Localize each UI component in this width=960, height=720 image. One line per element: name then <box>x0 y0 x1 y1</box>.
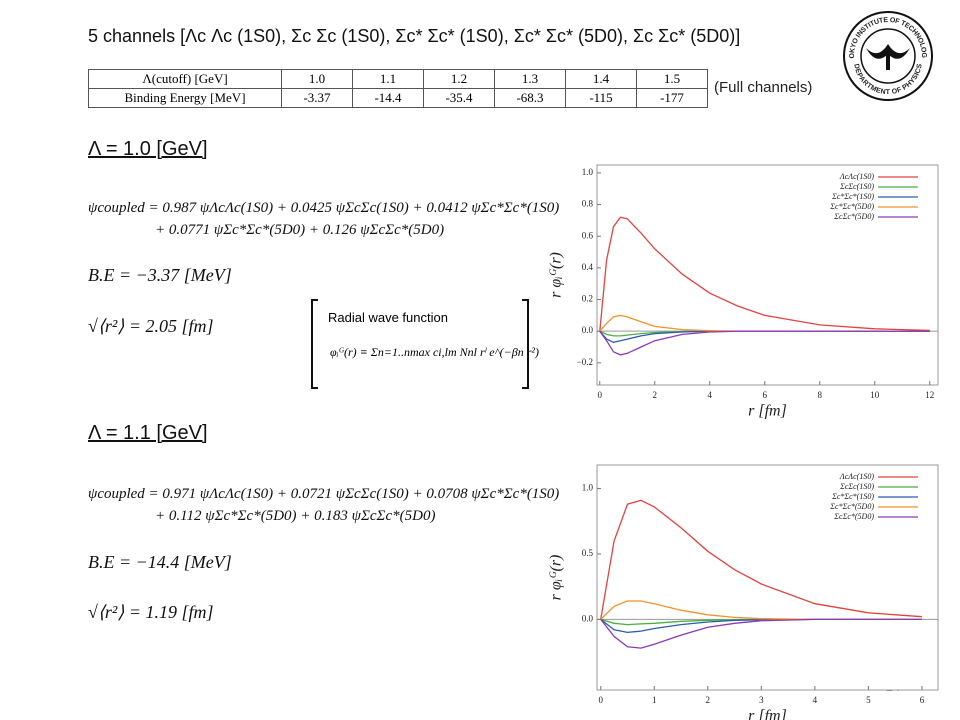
section-heading: Λ = 1.1 [GeV] <box>88 422 208 444</box>
series-line <box>599 216 930 332</box>
note: (Full channels) <box>714 79 813 96</box>
y-tick-label: 0.0 <box>582 613 594 623</box>
x-tick-label: 12 <box>925 390 934 400</box>
y-tick-label: 0.6 <box>582 230 594 240</box>
x-axis-label: r [fm] <box>748 708 787 720</box>
plot-frame <box>596 464 939 691</box>
cell: 1.4 <box>565 69 637 89</box>
cell: 1.0 <box>281 69 353 89</box>
logo-text: TOKYO INSTITUTE OF TECHNOLOGY <box>0 0 927 59</box>
plot-frame <box>596 164 939 386</box>
cell: Binding Energy [MeV] <box>88 88 282 108</box>
logo-bird <box>866 44 910 70</box>
legend-label: Σc*Σc*(5D0) <box>829 202 874 211</box>
wavefunction: + 0.112 ψΣc*Σc*(5D0) + 0.183 ψΣcΣc*(5D0) <box>155 508 436 524</box>
series-line <box>600 618 922 649</box>
y-axis-label: r φᵢᴳ(r) <box>548 555 565 601</box>
legend-label: Σc*Σc*(1S0) <box>831 492 874 501</box>
cell: -177 <box>636 88 708 108</box>
y-tick-label: 0.0 <box>582 325 594 335</box>
legend-label: Σc*Σc*(5D0) <box>829 502 874 511</box>
logo-top: TOKYO INSTITUTE OF TECHNOLOGY <box>0 0 927 59</box>
x-tick-label: 0 <box>598 695 603 705</box>
wavefunction: + 0.0771 ψΣc*Σc*(5D0) + 0.126 ψΣcΣc*(5D0… <box>155 222 445 238</box>
radius: √⟨r²⟩ = 1.19 [fm] <box>88 602 214 622</box>
cell: -3.37 <box>281 88 353 108</box>
x-tick-label: 4 <box>708 390 713 400</box>
bracket <box>311 299 529 389</box>
wavefunction: ψcoupled = 0.971 ψΛcΛc(1S0) + 0.0721 ψΣc… <box>88 486 560 502</box>
y-tick-label: 1.0 <box>582 483 594 493</box>
x-tick-label: 1 <box>652 695 657 705</box>
legend-label: ΣcΣc*(5D0) <box>833 212 874 221</box>
table-row: Binding Energy [MeV] -3.37 -14.4 -35.4 -68.3… <box>88 88 708 108</box>
y-axis-label: r φᵢᴳ(r) <box>548 252 565 298</box>
x-axis-label: r [fm] <box>748 403 787 420</box>
y-tick-label: 0.8 <box>582 199 594 209</box>
box-formula: φᵢᴳ(r) ≡ Σn=1..nmax ci,lm Nnl rˡ e^(−βn … <box>330 345 540 359</box>
x-tick-label: 6 <box>763 390 768 400</box>
y-tick-label: 0.5 <box>582 548 594 558</box>
cutoff-table: Λ(cutoff) [GeV] 1.0 1.1 1.2 1.3 1.4 1.5 Bindin… <box>88 69 708 108</box>
y-tick-label: 0.2 <box>582 294 593 304</box>
y-tick-label: 0.4 <box>582 262 594 272</box>
cell: -68.3 <box>494 88 566 108</box>
series-line <box>599 330 930 356</box>
series-line <box>600 499 922 620</box>
binding-energy: B.E = −14.4 [MeV] <box>88 552 232 572</box>
legend-label: Σc*Σc*(1S0) <box>831 192 874 201</box>
y-tick-label: 1.0 <box>582 167 594 177</box>
x-tick-label: 2 <box>706 695 711 705</box>
wavefunction: ψcoupled = 0.987 ψΛcΛc(1S0) + 0.0425 ψΣc… <box>88 200 560 216</box>
legend-label: ΣcΣc(1S0) <box>839 482 874 491</box>
legend-label: ΛcΛc(1S0) <box>839 172 874 181</box>
x-tick-label: 6 <box>920 695 925 705</box>
slide-title: 5 channels [Λc Λc (1S0), Σc Σc (1S0), Σc… <box>88 26 741 46</box>
x-tick-label: 10 <box>870 390 880 400</box>
cell: -14.4 <box>352 88 424 108</box>
cell: -35.4 <box>423 88 495 108</box>
section-heading: Λ = 1.0 [GeV] <box>88 138 208 160</box>
logo: TOKYO INSTITUTE OF TECHNOLOGY DEPARTMENT… <box>0 0 933 101</box>
y-tick-label: −0.2 <box>577 357 593 367</box>
x-tick-label: 3 <box>759 695 764 705</box>
legend-label: ΣcΣc(1S0) <box>839 182 874 191</box>
x-tick-label: 0 <box>598 390 603 400</box>
x-tick-label: 8 <box>818 390 823 400</box>
x-tick-label: 4 <box>813 695 818 705</box>
box-label: Radial wave function <box>328 310 448 325</box>
table-row: Λ(cutoff) [GeV] 1.0 1.1 1.2 1.3 1.4 1.5 <box>88 69 708 89</box>
legend-label: ΛcΛc(1S0) <box>839 472 874 481</box>
radius: √⟨r²⟩ = 2.05 [fm] <box>88 316 214 336</box>
binding-energy: B.E = −3.37 [MeV] <box>88 265 232 285</box>
x-tick-label: 5 <box>866 695 871 705</box>
x-tick-label: 2 <box>653 390 658 400</box>
legend-label: ΣcΣc*(5D0) <box>833 512 874 521</box>
cell: -115 <box>565 88 637 108</box>
